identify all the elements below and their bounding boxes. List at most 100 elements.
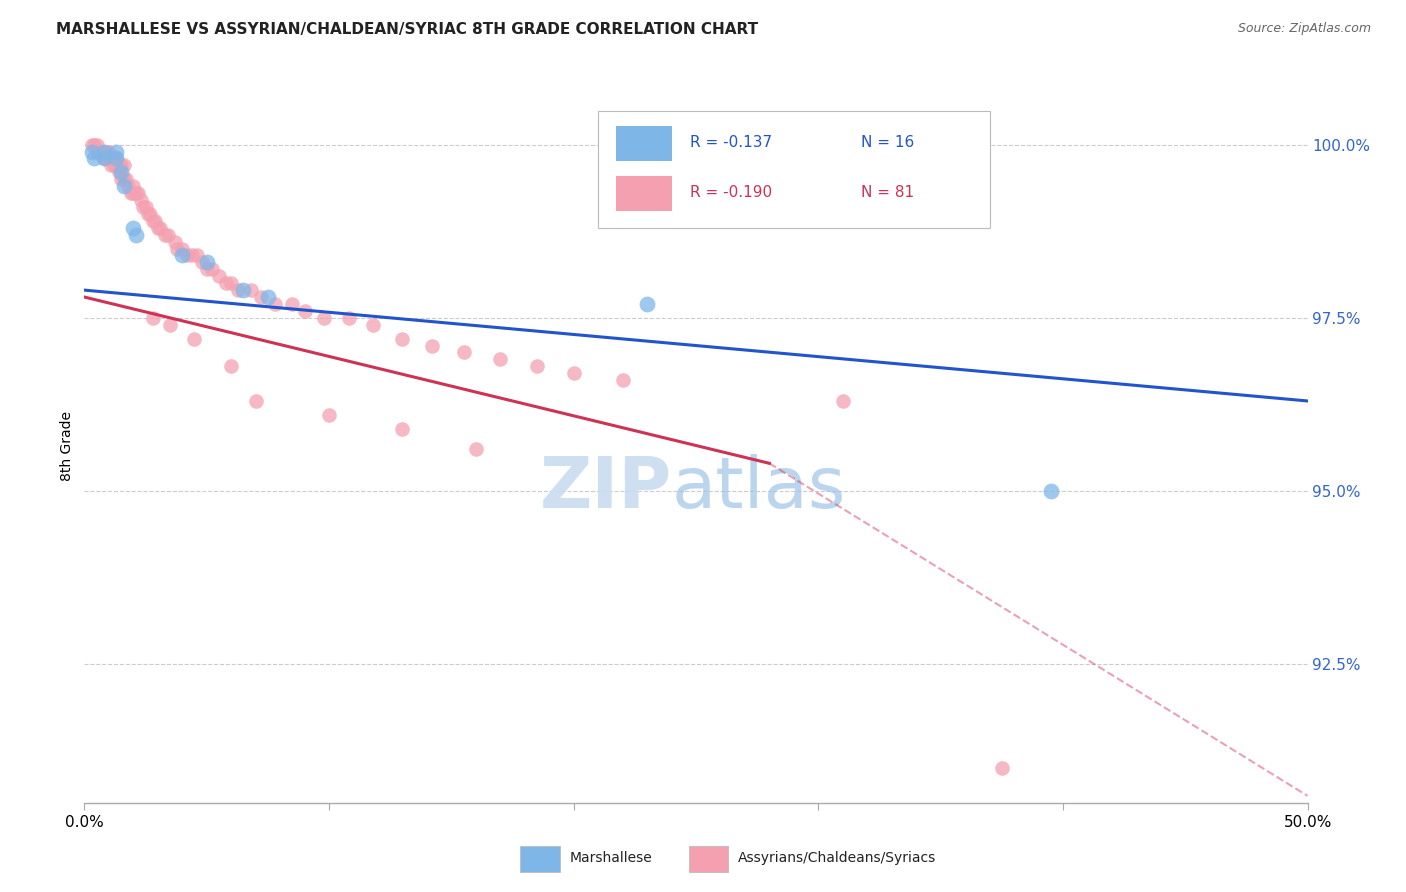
Point	[337, 310, 360, 325]
Y-axis label: 8th Grade: 8th Grade	[60, 411, 75, 481]
Point	[125, 186, 148, 201]
Point	[93, 145, 115, 159]
Point	[97, 145, 120, 159]
Point	[264, 297, 287, 311]
Point	[115, 172, 138, 186]
Point	[122, 220, 145, 235]
Point	[195, 255, 218, 269]
Point	[90, 145, 112, 159]
Point	[110, 165, 132, 179]
Point	[245, 394, 267, 409]
FancyBboxPatch shape	[598, 111, 990, 228]
Text: Marshallese: Marshallese	[569, 851, 652, 865]
Point	[87, 145, 110, 159]
Point	[420, 338, 443, 352]
Text: Source: ZipAtlas.com: Source: ZipAtlas.com	[1237, 22, 1371, 36]
Point	[87, 145, 110, 159]
Point	[142, 214, 165, 228]
Point	[257, 290, 280, 304]
Point	[232, 283, 254, 297]
Point	[93, 152, 115, 166]
Point	[96, 145, 118, 159]
Point	[219, 359, 242, 374]
Text: Assyrians/Chaldeans/Syriacs: Assyrians/Chaldeans/Syriacs	[738, 851, 936, 865]
Point	[112, 172, 135, 186]
Point	[453, 345, 475, 359]
Point	[318, 408, 340, 422]
Point	[489, 352, 512, 367]
Point	[1039, 483, 1062, 498]
Point	[103, 152, 125, 166]
Point	[146, 220, 169, 235]
Point	[93, 145, 115, 159]
Point	[159, 318, 181, 332]
Point	[195, 262, 218, 277]
Point	[186, 248, 208, 262]
Point	[136, 207, 159, 221]
Point	[191, 255, 214, 269]
Point	[181, 248, 204, 262]
Point	[239, 283, 262, 297]
Point	[97, 152, 120, 166]
Point	[105, 145, 128, 159]
Point	[183, 332, 205, 346]
Text: R = -0.190: R = -0.190	[690, 186, 772, 200]
Point	[139, 207, 162, 221]
Point	[80, 145, 103, 159]
Point	[172, 242, 194, 256]
Text: atlas: atlas	[672, 454, 846, 524]
Point	[294, 304, 316, 318]
FancyBboxPatch shape	[616, 177, 672, 211]
Point	[122, 186, 145, 201]
Point	[103, 158, 125, 172]
Point	[86, 137, 108, 152]
Point	[172, 248, 194, 262]
Point	[83, 137, 105, 152]
Point	[100, 152, 122, 166]
Point	[200, 262, 222, 277]
Point	[831, 394, 853, 409]
Point	[562, 366, 585, 380]
Point	[105, 158, 128, 172]
Point	[117, 179, 139, 194]
Point	[166, 242, 188, 256]
Point	[129, 193, 152, 207]
Text: R = -0.137: R = -0.137	[690, 136, 772, 150]
Point	[110, 158, 132, 172]
Point	[208, 269, 231, 284]
Point	[127, 186, 149, 201]
Point	[125, 227, 148, 242]
FancyBboxPatch shape	[616, 127, 672, 161]
Point	[991, 761, 1014, 775]
Point	[135, 200, 157, 214]
Point	[391, 422, 413, 436]
Point	[176, 248, 198, 262]
Point	[143, 214, 166, 228]
Point	[314, 310, 336, 325]
Point	[163, 235, 186, 249]
Point	[105, 152, 128, 166]
Point	[612, 373, 634, 387]
Text: N = 16: N = 16	[860, 136, 914, 150]
Point	[107, 165, 129, 179]
Text: ZIP: ZIP	[540, 454, 672, 524]
Point	[228, 283, 250, 297]
Point	[464, 442, 486, 457]
Point	[80, 137, 103, 152]
Point	[112, 179, 135, 194]
Point	[149, 220, 172, 235]
Point	[153, 227, 176, 242]
Text: MARSHALLESE VS ASSYRIAN/CHALDEAN/SYRIAC 8TH GRADE CORRELATION CHART: MARSHALLESE VS ASSYRIAN/CHALDEAN/SYRIAC …	[56, 22, 758, 37]
Point	[112, 158, 135, 172]
Point	[107, 158, 129, 172]
Text: N = 81: N = 81	[860, 186, 914, 200]
Point	[215, 276, 238, 290]
Point	[156, 227, 179, 242]
Point	[281, 297, 304, 311]
Point	[83, 152, 105, 166]
Point	[219, 276, 242, 290]
Point	[100, 158, 122, 172]
Point	[93, 152, 115, 166]
Point	[96, 152, 118, 166]
Point	[132, 200, 155, 214]
